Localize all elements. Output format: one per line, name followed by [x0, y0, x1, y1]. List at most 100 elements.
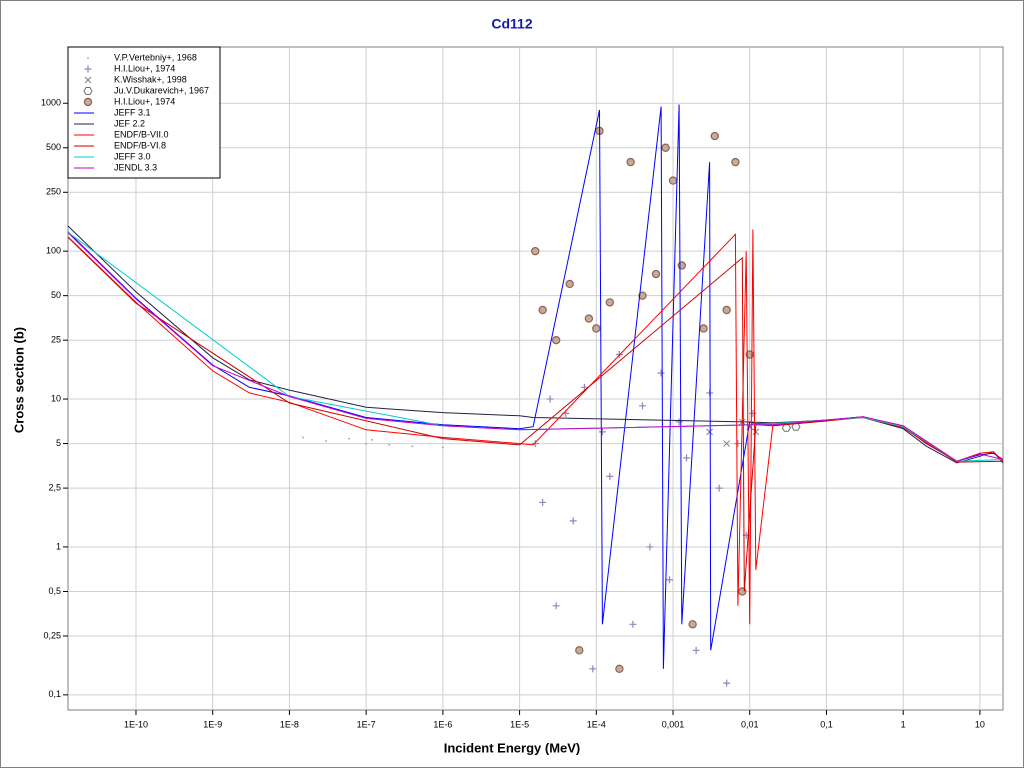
point	[734, 440, 742, 448]
y-tick-label: 0,25	[43, 630, 61, 640]
plot-area	[67, 46, 1004, 711]
data-marks	[67, 104, 1004, 687]
point	[666, 576, 674, 584]
x-tick-label: 0,1	[820, 719, 833, 729]
point	[615, 664, 624, 674]
point	[348, 437, 351, 440]
y-tick-label: 0,5	[48, 586, 61, 596]
y-tick-label: 100	[46, 246, 61, 256]
point	[688, 620, 697, 629]
legend-swatch	[84, 76, 92, 84]
legend-label: JEF 2.2	[114, 118, 145, 128]
point	[575, 646, 584, 655]
x-tick-label: 1E-8	[280, 719, 299, 729]
y-tick-label: 500	[46, 142, 61, 152]
point	[584, 314, 594, 323]
point	[539, 498, 547, 506]
x-tick-label: 0,001	[662, 719, 685, 729]
point	[580, 383, 588, 391]
point	[546, 395, 554, 403]
legend-label: H.I.Liou+, 1974	[114, 63, 175, 73]
point	[723, 679, 731, 687]
point	[638, 402, 646, 410]
point	[569, 517, 577, 525]
x-tick-label: 0,01	[741, 719, 759, 729]
y-tick-label: 0,1	[48, 689, 61, 699]
y-tick-label: 10	[51, 393, 61, 403]
legend-swatch	[83, 87, 93, 95]
x-tick-label: 1E-9	[203, 719, 222, 729]
point	[675, 418, 683, 426]
legend-label: K.Wisshak+, 1998	[114, 74, 187, 84]
legend-label: JENDL 3.3	[114, 162, 157, 172]
y-axis-label: Cross section (b)	[11, 327, 26, 433]
x-axis-label: Incident Energy (MeV)	[444, 740, 581, 755]
series-line	[67, 236, 1004, 592]
point	[302, 436, 304, 439]
point	[752, 428, 760, 436]
x-tick-label: 1E-7	[357, 719, 376, 729]
point	[325, 440, 327, 442]
point	[531, 440, 539, 448]
y-tick-label: 250	[46, 187, 61, 197]
point	[629, 620, 637, 628]
y-tick-label: 5	[56, 438, 61, 448]
y-tick-label: 25	[51, 335, 61, 345]
point	[538, 305, 547, 315]
point	[723, 440, 731, 447]
point	[605, 298, 615, 307]
legend-swatch	[87, 57, 89, 59]
series-line	[67, 232, 1004, 462]
point	[668, 176, 678, 185]
point	[388, 443, 391, 446]
x-tick-label: 10	[975, 719, 985, 729]
legend-label: JEFF 3.1	[114, 107, 151, 117]
legend-label: H.I.Liou+, 1974	[114, 96, 175, 106]
legend-label: Ju.V.Dukarevich+, 1967	[114, 85, 209, 95]
point	[565, 279, 574, 289]
legend-label: V.P.Vertebniy+, 1968	[114, 52, 197, 62]
x-tick-label: 1E-10	[124, 719, 148, 729]
point	[371, 438, 374, 441]
y-tick-label: 1	[56, 541, 61, 551]
x-tick-label: 1E-5	[510, 719, 529, 729]
series-line	[67, 225, 1004, 464]
point	[552, 602, 560, 610]
series-line	[67, 229, 1004, 625]
point	[626, 157, 635, 167]
point	[598, 428, 606, 436]
legend-label: JEFF 3.0	[114, 151, 151, 161]
point	[411, 445, 414, 448]
point	[749, 409, 757, 417]
legend-swatch	[84, 65, 92, 73]
point	[710, 131, 719, 141]
x-tick-label: 1	[901, 719, 906, 729]
point	[683, 454, 691, 462]
y-tick-label: 2,5	[48, 482, 61, 492]
legend-label: ENDF/B-VI.8	[114, 140, 166, 150]
legend-swatch	[83, 97, 93, 107]
point	[699, 324, 708, 333]
point	[715, 484, 723, 492]
x-tick-label: 1E-4	[587, 719, 606, 729]
point	[365, 442, 368, 445]
point	[661, 143, 670, 152]
point	[551, 335, 561, 345]
legend-label: ENDF/B-VII.0	[114, 129, 169, 139]
point	[692, 646, 700, 654]
point	[638, 291, 647, 300]
point	[646, 543, 654, 551]
point	[722, 305, 731, 315]
x-tick-label: 1E-6	[433, 719, 452, 729]
point	[592, 324, 601, 333]
point	[731, 157, 740, 167]
chart-title: Cd112	[491, 16, 532, 32]
point	[531, 246, 540, 256]
y-tick-label: 50	[51, 290, 61, 300]
point	[677, 261, 686, 270]
point	[657, 369, 665, 377]
point	[441, 446, 444, 449]
y-tick-label: 1000	[41, 98, 61, 108]
point	[606, 472, 614, 480]
